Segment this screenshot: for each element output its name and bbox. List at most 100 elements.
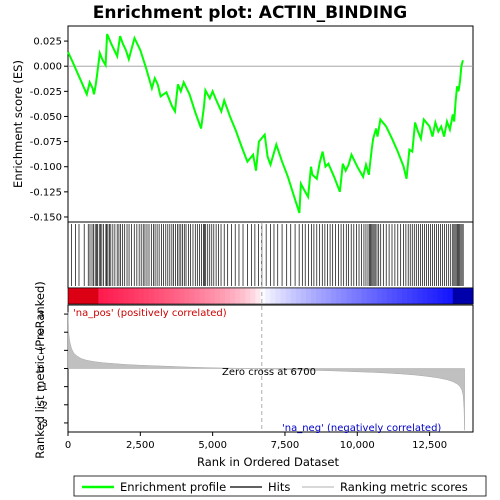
ramp-segment	[83, 288, 89, 304]
ramp-segment	[346, 288, 352, 304]
ramp-segment	[139, 288, 145, 304]
ramp-segment	[134, 288, 140, 304]
ramp-segment	[341, 288, 347, 304]
rank-color-ramp	[68, 288, 474, 304]
ramp-segment	[103, 288, 109, 304]
ramp-segment	[296, 288, 302, 304]
ramp-segment	[397, 288, 403, 304]
x-tick-label: 2,500	[126, 440, 155, 451]
ramp-segment	[377, 288, 383, 304]
ramp-segment	[205, 288, 211, 304]
ramp-segment	[109, 288, 115, 304]
ramp-segment	[220, 288, 226, 304]
ramp-segment	[240, 288, 246, 304]
ramp-segment	[316, 288, 322, 304]
es-y-tick-label: -0.125	[30, 187, 62, 198]
ramp-segment	[149, 288, 155, 304]
ramp-segment	[250, 288, 256, 304]
ramp-segment	[291, 288, 297, 304]
ramp-segment	[286, 288, 292, 304]
ramp-segment	[210, 288, 216, 304]
ramp-segment	[412, 288, 418, 304]
x-axis-label: Rank in Ordered Dataset	[197, 455, 340, 469]
zero-cross-annotation: Zero cross at 6700	[222, 367, 316, 378]
ramp-segment	[331, 288, 337, 304]
ramp-segment	[235, 288, 241, 304]
pos-annotation: 'na_pos' (positively correlated)	[73, 308, 227, 319]
legend-label-hits: Hits	[268, 480, 290, 494]
ramp-segment	[382, 288, 388, 304]
ramp-segment	[93, 288, 99, 304]
ramp-segment	[73, 288, 79, 304]
ramp-segment	[281, 288, 287, 304]
ramp-segment	[367, 288, 373, 304]
ramp-segment	[265, 288, 271, 304]
ramp-segment	[225, 288, 231, 304]
ramp-segment	[301, 288, 307, 304]
ramp-segment	[458, 288, 464, 304]
legend-label-enrichment: Enrichment profile	[120, 480, 226, 494]
ramp-segment	[78, 288, 84, 304]
ramp-segment	[255, 288, 261, 304]
ramp-segment	[114, 288, 120, 304]
ramp-segment	[200, 288, 206, 304]
ramp-segment	[463, 288, 469, 304]
ramp-segment	[144, 288, 150, 304]
ramp-segment	[417, 288, 423, 304]
neg-annotation: 'na_neg' (negatively correlated)	[282, 423, 441, 434]
ramp-segment	[119, 288, 125, 304]
ramp-segment	[190, 288, 196, 304]
x-tick-label: 0	[65, 440, 71, 451]
es-y-axis: 0.025 0.000 -0.025 -0.050 -0.075 -0.100 -0.125…	[30, 37, 68, 224]
ramp-segment	[306, 288, 312, 304]
chart-title: Enrichment plot: ACTIN_BINDING	[93, 3, 407, 23]
hits-panel	[68, 222, 473, 288]
es-y-tick-label: -0.100	[30, 162, 62, 173]
ramp-segment	[433, 288, 439, 304]
ramp-segment	[453, 288, 459, 304]
legend-label-metric: Ranking metric scores	[340, 480, 468, 494]
es-y-tick-label: 0.025	[33, 37, 62, 48]
ramp-segment	[372, 288, 378, 304]
ramp-segment	[392, 288, 398, 304]
ramp-segment	[422, 288, 428, 304]
ramp-segment	[321, 288, 327, 304]
ramp-segment	[276, 288, 282, 304]
ramp-segment	[443, 288, 449, 304]
ramp-segment	[154, 288, 160, 304]
ramp-segment	[245, 288, 251, 304]
metric-y-axis-label: Ranked list metric (PreRanked)	[33, 281, 47, 459]
ramp-segment	[98, 288, 104, 304]
x-tick-label: 5,000	[198, 440, 227, 451]
ramp-segment	[174, 288, 180, 304]
ramp-segment	[169, 288, 175, 304]
ramp-segment	[88, 288, 94, 304]
legend: Enrichment profile Hits Ranking metric s…	[74, 476, 486, 496]
es-y-tick-label: -0.075	[30, 137, 62, 148]
es-panel-frame	[68, 26, 473, 222]
x-tick-label: 7,500	[271, 440, 300, 451]
ramp-segment	[195, 288, 201, 304]
ramp-segment	[336, 288, 342, 304]
es-y-tick-label: -0.025	[30, 87, 62, 98]
ramp-segment	[68, 288, 74, 304]
ramp-segment	[230, 288, 236, 304]
ramp-segment	[129, 288, 135, 304]
ramp-segment	[271, 288, 277, 304]
x-axis: 0 2,500 5,000 7,500 10,000 12,500	[65, 432, 447, 451]
ramp-segment	[164, 288, 170, 304]
ramp-segment	[326, 288, 332, 304]
ramp-segment	[179, 288, 185, 304]
ramp-segment	[357, 288, 363, 304]
ramp-segment	[407, 288, 413, 304]
x-tick-label: 12,500	[412, 440, 447, 451]
es-y-tick-label: 0.000	[33, 62, 62, 73]
ramp-segment	[260, 288, 266, 304]
ramp-segment	[311, 288, 317, 304]
ramp-segment	[215, 288, 221, 304]
ramp-segment	[124, 288, 130, 304]
ramp-segment	[159, 288, 165, 304]
ramp-segment	[427, 288, 433, 304]
ramp-segment	[362, 288, 368, 304]
